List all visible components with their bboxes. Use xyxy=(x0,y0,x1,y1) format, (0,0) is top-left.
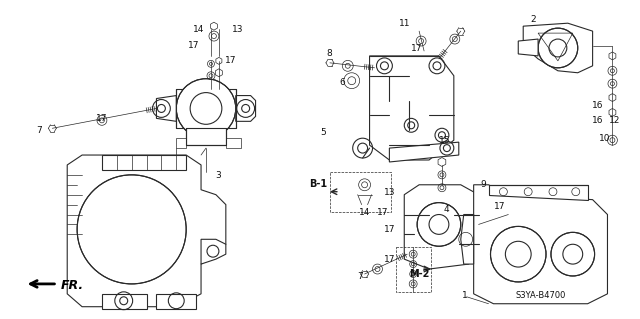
Text: 4: 4 xyxy=(443,205,449,214)
Text: 9: 9 xyxy=(481,180,486,189)
Polygon shape xyxy=(369,56,454,160)
Circle shape xyxy=(358,179,371,191)
Text: 13: 13 xyxy=(232,25,243,33)
Polygon shape xyxy=(176,89,236,128)
Text: 3: 3 xyxy=(215,171,221,180)
Polygon shape xyxy=(474,185,607,304)
Bar xyxy=(396,247,431,292)
Text: 13: 13 xyxy=(383,188,395,197)
Polygon shape xyxy=(186,128,226,145)
Text: 17: 17 xyxy=(383,255,395,263)
Circle shape xyxy=(490,226,546,282)
Text: 2: 2 xyxy=(531,15,536,24)
Polygon shape xyxy=(102,294,147,309)
Text: 15: 15 xyxy=(439,136,451,145)
Text: 11: 11 xyxy=(399,19,410,28)
Text: 17: 17 xyxy=(188,41,200,50)
Text: 17: 17 xyxy=(96,114,108,123)
Text: 5: 5 xyxy=(320,128,326,137)
Circle shape xyxy=(551,232,595,276)
Polygon shape xyxy=(488,185,588,200)
Text: 17: 17 xyxy=(225,56,237,65)
Polygon shape xyxy=(461,214,474,264)
Text: B-1: B-1 xyxy=(309,179,327,189)
Text: 17: 17 xyxy=(493,202,505,211)
Text: FR.: FR. xyxy=(60,279,83,293)
Text: 7: 7 xyxy=(36,126,42,135)
Text: 17: 17 xyxy=(383,225,395,234)
Text: 16: 16 xyxy=(592,116,604,125)
Polygon shape xyxy=(226,138,241,148)
Circle shape xyxy=(417,203,461,246)
Text: 1: 1 xyxy=(462,291,468,300)
Circle shape xyxy=(77,175,186,284)
Polygon shape xyxy=(404,185,479,269)
Text: 10: 10 xyxy=(599,134,611,143)
Polygon shape xyxy=(156,96,176,121)
Circle shape xyxy=(538,28,578,68)
Text: 7: 7 xyxy=(356,272,362,281)
Polygon shape xyxy=(201,239,226,264)
Text: 14: 14 xyxy=(193,25,205,33)
Polygon shape xyxy=(524,23,593,73)
Text: S3YA-B4700: S3YA-B4700 xyxy=(516,291,566,300)
Text: 6: 6 xyxy=(339,78,345,87)
Text: 14: 14 xyxy=(359,208,371,217)
Polygon shape xyxy=(236,96,255,121)
Text: 17: 17 xyxy=(377,208,388,217)
Polygon shape xyxy=(67,155,226,307)
Bar xyxy=(330,172,392,211)
Text: 17: 17 xyxy=(412,44,423,54)
Text: 8: 8 xyxy=(326,49,332,58)
Text: 16: 16 xyxy=(592,101,604,110)
Circle shape xyxy=(176,79,236,138)
Polygon shape xyxy=(156,294,196,309)
Polygon shape xyxy=(389,142,459,162)
Text: 12: 12 xyxy=(609,116,620,125)
Polygon shape xyxy=(518,39,538,56)
Text: M-2: M-2 xyxy=(409,269,429,279)
Polygon shape xyxy=(102,155,186,170)
Polygon shape xyxy=(176,138,186,148)
